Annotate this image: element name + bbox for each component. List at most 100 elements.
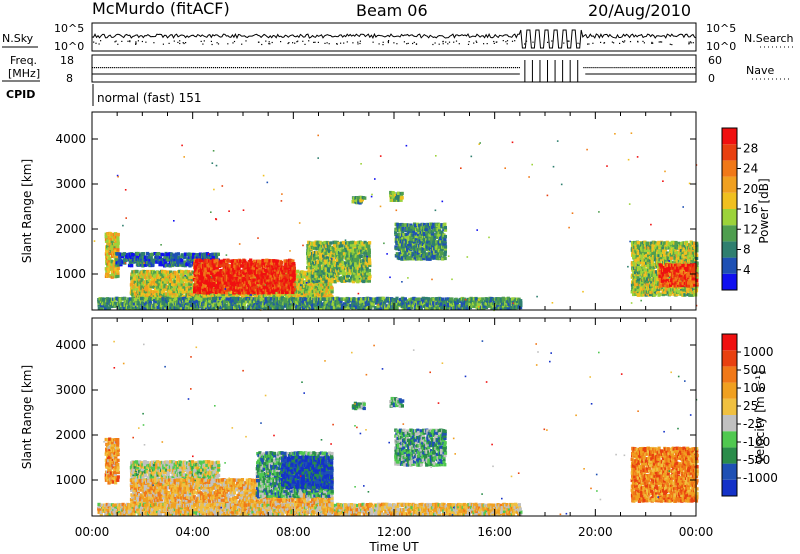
echo-cell	[276, 278, 280, 282]
echo-cell	[238, 259, 243, 263]
echo-cell	[349, 240, 353, 245]
noise-dot	[135, 43, 137, 45]
echo-cell	[218, 278, 222, 282]
noise-dot	[326, 42, 328, 44]
freq-dot	[379, 67, 382, 69]
freq-dot	[478, 67, 480, 69]
freq-dot	[224, 67, 227, 69]
noise-dot	[406, 43, 408, 45]
echo-cell	[347, 264, 351, 268]
freq-dot	[293, 67, 295, 69]
echo-cell	[330, 290, 334, 294]
echo-cell	[353, 243, 357, 248]
echo-cell	[312, 250, 316, 255]
echo-cell	[220, 283, 224, 287]
echo-cell	[296, 282, 300, 286]
echo-cell	[406, 247, 410, 251]
freq-dot	[301, 67, 303, 69]
echo-cell	[338, 266, 342, 271]
echo-cell	[116, 271, 120, 275]
echo-cell	[138, 278, 142, 282]
echo-cell	[216, 288, 220, 292]
freq-dot	[309, 67, 311, 69]
echo-cell	[443, 247, 447, 251]
echo-cell	[420, 249, 424, 253]
freq-dot	[329, 67, 331, 69]
echo-cell	[153, 271, 157, 275]
echo-cell	[356, 261, 360, 265]
freq-dot	[460, 67, 462, 69]
echo-cell	[634, 275, 638, 279]
echo-cell	[394, 232, 398, 237]
echo-cell	[228, 273, 232, 277]
noise-dot	[261, 43, 263, 46]
nsky-tick-top: 10^5	[54, 22, 84, 35]
echo-cell	[630, 263, 634, 267]
echo-cell	[335, 258, 340, 262]
nsearch-tick-bottom: 10^0	[706, 40, 736, 53]
echo-cell	[199, 259, 203, 264]
echo-cell	[203, 287, 207, 292]
echo-cell	[174, 289, 179, 293]
echo-cell	[327, 269, 331, 273]
echo-cell	[427, 240, 431, 244]
echo-cell	[228, 275, 232, 280]
echo-cell	[315, 279, 319, 283]
freq-dot	[683, 67, 686, 69]
echo-cell	[172, 274, 176, 278]
echo-cell	[308, 272, 312, 276]
echo-cell	[205, 254, 209, 259]
echo-cell	[317, 263, 321, 268]
noise-dot	[227, 43, 229, 45]
echo-cell	[657, 240, 661, 245]
noise-dot	[372, 41, 374, 43]
echo-cell	[356, 279, 360, 284]
echo-cell	[162, 290, 166, 294]
echo-cell	[285, 279, 289, 283]
echo-cell	[398, 251, 402, 256]
noise-dot	[179, 40, 181, 42]
noise-dot	[93, 41, 95, 43]
echo-cell	[344, 254, 348, 258]
echo-cell	[310, 286, 315, 291]
noise-line	[91, 29, 697, 49]
echo-cell	[348, 269, 352, 273]
echo-cell	[443, 234, 447, 239]
freq-dot	[510, 67, 512, 69]
freq-dot	[400, 67, 402, 69]
noise-dot	[200, 40, 202, 42]
freq-dot	[154, 67, 156, 69]
freq-dot	[106, 67, 108, 69]
echo-cell	[402, 223, 406, 227]
echo-cell	[156, 277, 160, 281]
echo-cell	[254, 285, 258, 289]
echo-cell	[443, 226, 447, 230]
echo-cell	[188, 253, 192, 257]
echo-cell	[227, 268, 231, 273]
freq-dot	[263, 67, 265, 69]
echo-cell	[163, 295, 167, 299]
echo-cell	[312, 253, 316, 258]
freq-dot	[486, 67, 488, 69]
echo-cell	[353, 256, 357, 261]
freq-dot	[673, 67, 676, 69]
echo-cell	[341, 240, 345, 245]
echo-cell	[398, 232, 402, 236]
echo-cell	[317, 278, 321, 283]
noise-dot	[567, 40, 569, 42]
echo-cell	[367, 268, 372, 273]
freq-dot	[675, 67, 678, 69]
noise-trace	[91, 29, 697, 49]
noise-dot	[623, 41, 625, 43]
echo-cell	[428, 233, 432, 237]
echo-cell	[215, 258, 219, 263]
echo-cell	[416, 232, 421, 237]
noise-dot	[352, 42, 354, 44]
noise-dot	[308, 40, 310, 42]
echo-cell	[241, 285, 246, 290]
noise-dot	[438, 43, 440, 45]
freq-dot	[375, 67, 378, 69]
echo-cell	[260, 273, 264, 277]
noise-dot	[671, 44, 673, 46]
freq-dot	[353, 67, 355, 69]
